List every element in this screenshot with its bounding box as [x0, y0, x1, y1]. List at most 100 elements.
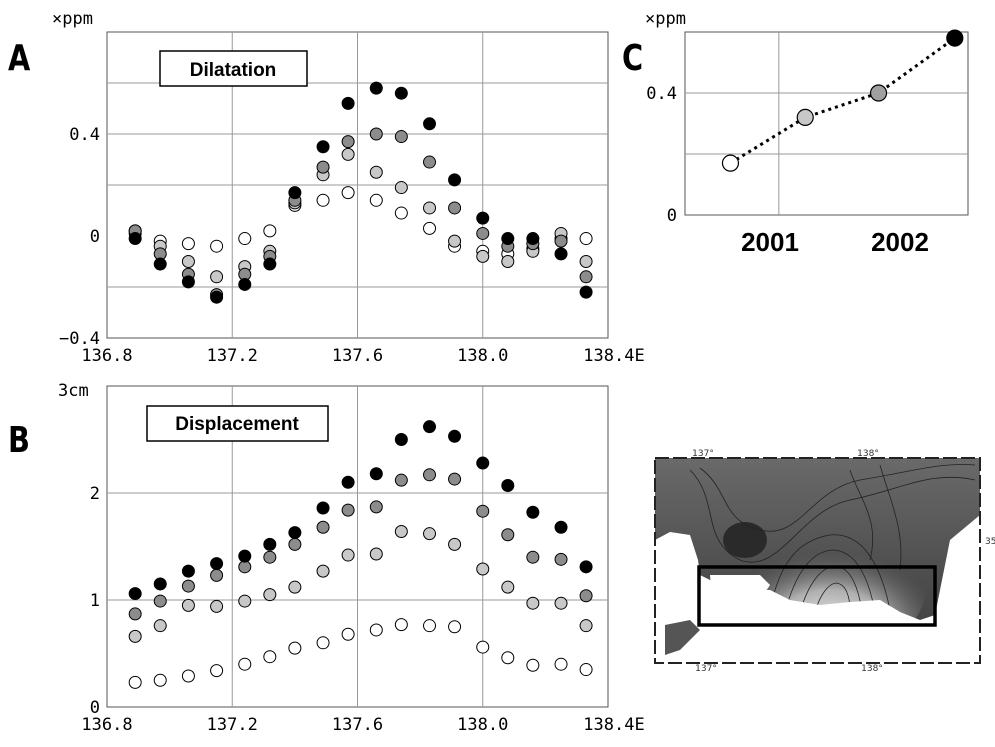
data-point: [554, 520, 568, 534]
data-point: [501, 580, 515, 594]
data-point: [394, 433, 408, 446]
dilatation-y-tick-labels: 0.4 0 −0.4: [59, 125, 100, 349]
data-point: [210, 568, 224, 582]
data-point: [341, 147, 355, 161]
data-point: [288, 537, 302, 551]
y-tick-label: 0: [90, 698, 100, 718]
displacement-y-tick-labels: 0 1 2: [90, 484, 100, 718]
map-dark-spot: [723, 522, 767, 558]
data-point: [423, 619, 437, 633]
data-point: [394, 181, 408, 195]
map-contours: [689, 464, 976, 613]
year-2002-label: 2002: [871, 227, 929, 257]
data-point: [423, 468, 437, 482]
data-point: [579, 232, 593, 246]
map-study-area-box: [697, 565, 937, 627]
data-point: [181, 598, 195, 612]
data-point: [423, 221, 437, 235]
trend-y-tick-label: 0.4: [646, 84, 677, 104]
data-point: [341, 96, 355, 110]
data-point: [501, 479, 515, 493]
map-label-35: 35°: [985, 537, 995, 547]
data-point: [501, 232, 515, 246]
data-point: [394, 618, 408, 632]
displacement-title: Displacement: [175, 414, 299, 435]
data-point: [394, 130, 408, 144]
data-point: [316, 140, 330, 154]
map-frame: [654, 457, 981, 664]
map-label-138-top: 138°: [857, 449, 879, 459]
data-point: [448, 472, 462, 486]
data-point: [128, 675, 142, 689]
data-point: [341, 503, 355, 517]
data-point: [238, 657, 252, 671]
data-point: [263, 588, 277, 602]
x-tick-label: 137.2: [207, 715, 258, 735]
data-point: [448, 537, 462, 551]
x-tick-label: 136.8: [81, 346, 132, 366]
map-label-137-bottom: 137°: [695, 664, 717, 674]
data-point: [288, 580, 302, 594]
data-point: [210, 270, 224, 284]
data-point: [181, 669, 195, 683]
y-tick-label: 0.4: [69, 125, 100, 145]
data-point: [369, 500, 383, 514]
data-point: [153, 577, 167, 591]
data-point: [210, 599, 224, 613]
data-point: [210, 557, 224, 571]
trend-gridlines: [685, 32, 968, 215]
x-tick-label: 136.8: [81, 715, 132, 735]
trend-line: [729, 36, 956, 165]
data-point: [394, 86, 408, 100]
dilatation-trend-chart: 0.40 ×ppm 2001 2002: [645, 9, 969, 257]
trend-y-tick-label: 0: [667, 206, 677, 226]
data-point: [181, 237, 195, 251]
data-point: [448, 429, 462, 443]
panel-c-letter: C: [622, 38, 644, 79]
data-point: [554, 552, 568, 566]
data-point: [263, 650, 277, 664]
displacement-title-box: [146, 405, 329, 442]
map-label-138-bottom: 138°: [861, 664, 883, 674]
data-point: [316, 160, 330, 174]
data-point: [526, 505, 540, 519]
data-point: [153, 619, 167, 633]
data-point: [448, 234, 462, 248]
data-point: [263, 257, 277, 271]
displacement-chart: 0 1 2 136.8 137.2 137.6 138.0 138.4E 3cm Displ…: [58, 381, 645, 735]
data-point: [476, 226, 490, 240]
data-point: [238, 232, 252, 246]
y-tick-label: 0: [90, 227, 100, 247]
data-point: [128, 607, 142, 621]
x-tick-label: 137.6: [332, 346, 383, 366]
data-point: [316, 636, 330, 650]
data-point: [210, 239, 224, 253]
data-point: [341, 627, 355, 641]
data-point: [423, 420, 437, 434]
data-point: [316, 520, 330, 534]
data-point: [526, 596, 540, 610]
dilatation-unit-label: ×ppm: [52, 9, 93, 29]
dilatation-title: Dilatation: [190, 60, 277, 81]
data-point: [153, 594, 167, 608]
panel-b-letter: B: [8, 420, 30, 461]
data-point: [128, 629, 142, 643]
trend-points: [721, 29, 964, 172]
data-point: [394, 206, 408, 220]
displacement-unit-label: 3cm: [58, 381, 89, 401]
data-point: [394, 473, 408, 487]
data-point: [153, 257, 167, 271]
data-point: [128, 587, 142, 601]
displacement-x-tick-labels: 136.8 137.2 137.6 138.0 138.4E: [81, 715, 644, 735]
data-point: [369, 623, 383, 637]
data-point: [238, 594, 252, 608]
data-point: [579, 560, 593, 574]
y-tick-label: 2: [90, 484, 100, 504]
data-point: [263, 537, 277, 551]
data-point: [476, 562, 490, 576]
data-point: [423, 527, 437, 541]
data-point: [210, 664, 224, 678]
trend-point: [946, 29, 964, 47]
data-point: [153, 673, 167, 687]
